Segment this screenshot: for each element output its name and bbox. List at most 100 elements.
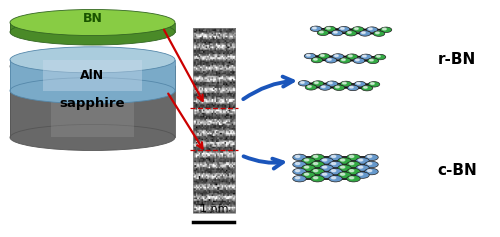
Circle shape bbox=[342, 82, 346, 84]
Circle shape bbox=[318, 54, 330, 59]
Circle shape bbox=[368, 155, 372, 158]
Circle shape bbox=[304, 53, 316, 59]
Circle shape bbox=[302, 165, 316, 171]
Ellipse shape bbox=[10, 53, 175, 79]
Ellipse shape bbox=[10, 78, 175, 104]
Circle shape bbox=[362, 55, 366, 57]
Circle shape bbox=[314, 155, 318, 158]
Text: c-BN: c-BN bbox=[438, 163, 477, 178]
Circle shape bbox=[356, 165, 369, 171]
Circle shape bbox=[358, 166, 363, 168]
Circle shape bbox=[358, 173, 363, 175]
Circle shape bbox=[368, 82, 380, 87]
Polygon shape bbox=[10, 60, 175, 91]
Circle shape bbox=[329, 175, 342, 182]
Circle shape bbox=[310, 26, 322, 32]
Circle shape bbox=[362, 32, 365, 34]
Circle shape bbox=[382, 28, 386, 30]
Circle shape bbox=[332, 155, 336, 158]
Circle shape bbox=[348, 32, 351, 33]
Circle shape bbox=[352, 27, 364, 32]
Circle shape bbox=[332, 163, 336, 165]
Polygon shape bbox=[10, 66, 175, 137]
Circle shape bbox=[311, 154, 324, 161]
Circle shape bbox=[350, 177, 354, 179]
Circle shape bbox=[365, 168, 378, 175]
Text: sapphire: sapphire bbox=[60, 97, 125, 110]
Ellipse shape bbox=[10, 47, 175, 73]
Circle shape bbox=[380, 27, 392, 32]
Circle shape bbox=[329, 168, 342, 175]
Circle shape bbox=[347, 154, 360, 161]
Circle shape bbox=[347, 161, 360, 168]
Circle shape bbox=[326, 81, 338, 87]
Circle shape bbox=[376, 55, 380, 57]
Circle shape bbox=[347, 168, 360, 175]
Circle shape bbox=[293, 154, 306, 161]
Circle shape bbox=[365, 154, 378, 161]
Circle shape bbox=[312, 27, 316, 29]
Circle shape bbox=[302, 158, 316, 164]
Circle shape bbox=[311, 161, 324, 168]
Circle shape bbox=[322, 159, 327, 161]
Circle shape bbox=[314, 170, 318, 172]
Circle shape bbox=[296, 155, 300, 158]
Circle shape bbox=[334, 55, 338, 57]
Circle shape bbox=[365, 161, 378, 168]
Circle shape bbox=[304, 166, 309, 168]
Circle shape bbox=[368, 28, 372, 30]
Circle shape bbox=[329, 154, 342, 161]
Circle shape bbox=[368, 170, 372, 172]
Circle shape bbox=[367, 58, 379, 64]
Circle shape bbox=[293, 175, 306, 182]
Circle shape bbox=[304, 159, 309, 161]
Circle shape bbox=[314, 163, 318, 165]
Circle shape bbox=[364, 87, 367, 88]
Circle shape bbox=[347, 175, 360, 182]
Circle shape bbox=[356, 59, 359, 61]
Circle shape bbox=[338, 172, 351, 178]
Circle shape bbox=[356, 82, 360, 84]
Circle shape bbox=[304, 173, 309, 175]
Circle shape bbox=[361, 85, 373, 91]
Circle shape bbox=[324, 26, 336, 32]
Circle shape bbox=[298, 81, 310, 86]
Circle shape bbox=[314, 59, 317, 60]
Circle shape bbox=[302, 172, 316, 178]
Circle shape bbox=[347, 85, 359, 91]
Circle shape bbox=[320, 172, 333, 178]
Circle shape bbox=[370, 83, 374, 84]
Circle shape bbox=[370, 59, 373, 61]
Circle shape bbox=[311, 168, 324, 175]
Circle shape bbox=[317, 30, 328, 36]
Circle shape bbox=[293, 161, 306, 168]
Circle shape bbox=[328, 82, 332, 84]
Circle shape bbox=[314, 82, 318, 84]
Circle shape bbox=[346, 54, 358, 59]
Circle shape bbox=[293, 168, 306, 175]
Circle shape bbox=[320, 31, 323, 33]
Circle shape bbox=[306, 55, 310, 56]
Circle shape bbox=[326, 27, 330, 29]
Circle shape bbox=[340, 159, 345, 161]
Polygon shape bbox=[43, 60, 142, 91]
Circle shape bbox=[325, 58, 336, 63]
Circle shape bbox=[328, 59, 331, 60]
Circle shape bbox=[340, 81, 352, 87]
Circle shape bbox=[296, 177, 300, 179]
Circle shape bbox=[331, 30, 342, 36]
Circle shape bbox=[322, 166, 327, 168]
Circle shape bbox=[308, 86, 311, 87]
Circle shape bbox=[338, 165, 351, 171]
Circle shape bbox=[322, 173, 327, 175]
Circle shape bbox=[350, 163, 354, 165]
Circle shape bbox=[322, 86, 325, 88]
Text: AlN: AlN bbox=[80, 69, 104, 82]
Circle shape bbox=[333, 85, 344, 91]
Circle shape bbox=[314, 177, 318, 179]
Circle shape bbox=[334, 31, 337, 33]
Circle shape bbox=[339, 58, 351, 63]
Circle shape bbox=[340, 27, 344, 29]
Circle shape bbox=[342, 59, 345, 61]
Ellipse shape bbox=[10, 124, 175, 150]
